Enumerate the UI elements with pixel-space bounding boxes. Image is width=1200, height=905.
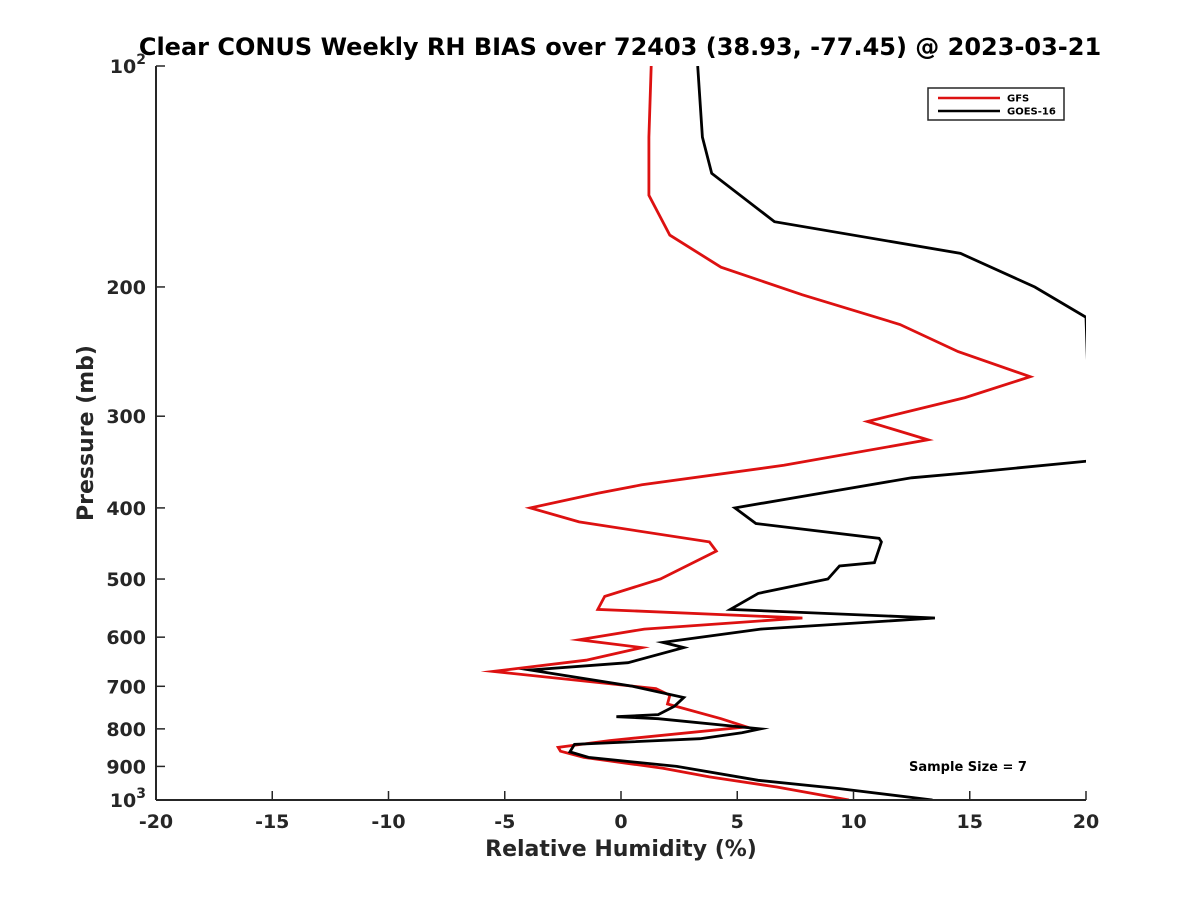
x-tick-label: -20 [139, 811, 173, 833]
x-axis-label: Relative Humidity (%) [485, 837, 757, 862]
legend-box [927, 87, 1065, 121]
x-tick-label: 5 [731, 811, 744, 833]
y-tick-label: 300 [106, 406, 146, 428]
legend-label-gfs: GFS [1007, 94, 1029, 105]
x-tick-label: 20 [1073, 811, 1099, 833]
y-tick-label: 900 [106, 756, 146, 778]
x-tick-label: 0 [614, 811, 627, 833]
plot-area: -20 -15 -10 -5 0 5 10 15 20 10220030040050060070… [106, 52, 1099, 833]
x-tick-label: -10 [371, 811, 405, 833]
y-tick-label: 103 [110, 786, 146, 812]
y-axis-label: Pressure (mb) [74, 345, 99, 521]
series-line-goes-16 [518, 66, 1086, 800]
y-tick-label: 500 [106, 569, 146, 591]
y-tick-label: 400 [106, 498, 146, 520]
chart-title: Clear CONUS Weekly RH BIAS over 72403 (3… [139, 33, 1101, 61]
y-tick-label: 800 [106, 719, 146, 741]
y-tick-exponent: 2 [136, 52, 146, 68]
y-tick-label: 600 [106, 627, 146, 649]
x-tick-label: 10 [840, 811, 866, 833]
x-tick-label: -15 [255, 811, 289, 833]
legend: GFS GOES-16 [927, 87, 1065, 121]
plot-background [156, 66, 1086, 800]
y-tick-base: 10 [110, 56, 136, 78]
x-tick-label: 15 [957, 811, 983, 833]
x-axis-ticks: -20 -15 -10 -5 0 5 10 15 20 [139, 791, 1099, 833]
series-layer [480, 66, 1086, 800]
y-tick-exponent: 3 [136, 786, 146, 802]
y-tick-label: 102 [110, 52, 146, 78]
sample-size-annotation: Sample Size = 7 [909, 760, 1027, 775]
y-tick-base: 10 [110, 790, 136, 812]
legend-label-goes-16: GOES-16 [1007, 107, 1056, 118]
y-tick-label: 200 [106, 277, 146, 299]
y-tick-label: 700 [106, 676, 146, 698]
x-tick-label: -5 [494, 811, 515, 833]
